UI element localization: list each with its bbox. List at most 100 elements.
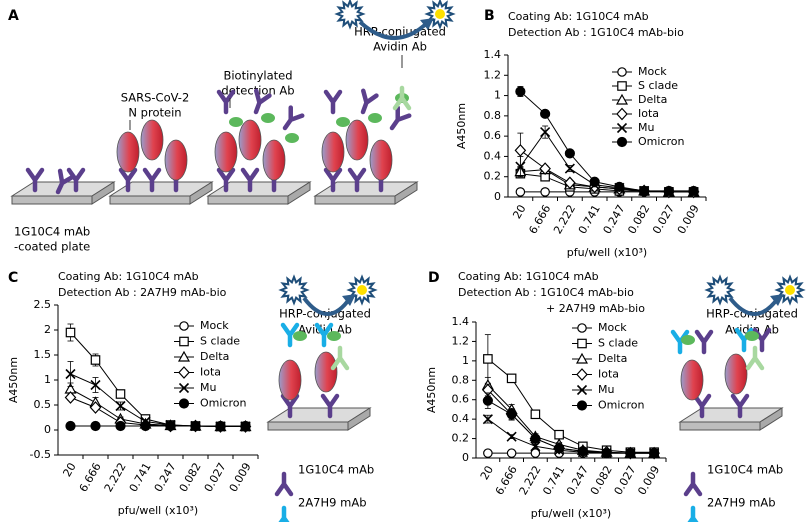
antibody xyxy=(694,329,714,355)
antibody xyxy=(745,345,765,371)
data-point xyxy=(215,420,226,432)
hrp-core xyxy=(289,285,299,295)
data-point xyxy=(564,163,575,174)
biotin xyxy=(336,117,350,127)
hrp-core xyxy=(345,9,355,19)
y-tick-label: 1.4 xyxy=(484,48,502,61)
antibody xyxy=(360,88,379,115)
legend-label: S clade xyxy=(638,79,678,92)
diagram-label: Avidin Ab xyxy=(373,40,427,54)
antibody xyxy=(274,471,294,497)
panel-label: A xyxy=(8,8,19,24)
antibody xyxy=(55,168,76,195)
antibody xyxy=(330,345,350,371)
marker-shape xyxy=(65,327,76,338)
y-tick-label: 0.2 xyxy=(452,432,470,445)
marker-shape xyxy=(616,136,628,148)
antibody xyxy=(66,167,86,193)
marker-shape xyxy=(688,185,699,197)
marker-shape xyxy=(178,382,190,394)
data-point xyxy=(115,400,126,412)
data-point xyxy=(506,448,517,458)
antibody xyxy=(282,105,305,131)
marker-shape xyxy=(539,162,551,175)
marker-shape xyxy=(577,338,587,349)
marker-shape xyxy=(90,420,101,432)
hrp-core xyxy=(357,285,367,295)
marker-shape xyxy=(617,81,627,91)
legend-label: 1G10C4 mAb xyxy=(298,463,374,477)
n-protein xyxy=(321,131,345,173)
y-tick-label: 1 xyxy=(494,89,501,102)
legend-label: Mock xyxy=(638,65,667,78)
data-point xyxy=(589,176,600,187)
antibody xyxy=(216,89,236,115)
y-tick-label: 0 xyxy=(494,190,501,203)
marker-shape xyxy=(514,143,527,157)
legend-label: Delta xyxy=(638,93,667,106)
y-tick-label: 1.4 xyxy=(452,315,470,328)
data-point xyxy=(515,161,526,172)
n-protein xyxy=(238,119,262,161)
antibody xyxy=(25,167,45,193)
arrow-head xyxy=(420,18,434,30)
data-point xyxy=(483,448,493,458)
y-tick-label: 0.4 xyxy=(484,149,502,162)
marker-shape xyxy=(576,384,588,396)
legend-label: Delta xyxy=(200,350,229,363)
marker-shape xyxy=(614,181,625,192)
plate-side xyxy=(287,181,311,205)
n-protein xyxy=(214,131,238,173)
x-axis-label: pfu/well (x10³) xyxy=(531,507,611,520)
data-point xyxy=(530,409,541,420)
data-point xyxy=(554,429,564,440)
biotin xyxy=(293,331,307,341)
arrow-head xyxy=(342,294,356,306)
y-axis-label: A450nm xyxy=(425,367,438,413)
marker-shape xyxy=(64,391,77,404)
panel-label: C xyxy=(8,270,18,286)
marker-shape xyxy=(515,86,526,97)
legend-label: Delta xyxy=(598,352,627,365)
marker-shape xyxy=(540,187,550,197)
marker-shape xyxy=(483,448,493,458)
data-point xyxy=(554,443,565,454)
x-tick-label: 20 xyxy=(60,461,78,480)
panel-label: D xyxy=(428,270,440,286)
antibody xyxy=(118,167,138,193)
n-protein xyxy=(140,119,164,161)
marker-shape xyxy=(65,420,76,432)
marker-shape xyxy=(564,148,575,159)
legend-label: S clade xyxy=(598,337,638,350)
data-point xyxy=(506,373,517,384)
legend-marker xyxy=(575,352,589,364)
data-point xyxy=(540,187,550,197)
plate-front xyxy=(314,195,396,205)
y-tick-label: 0.8 xyxy=(452,373,470,386)
data-point xyxy=(90,420,101,432)
diagram-label: Biotinylated xyxy=(223,69,292,83)
annotation: + 2A7H9 mAb-bio xyxy=(546,302,645,315)
marker-shape xyxy=(639,185,650,197)
diagram-label: N protein xyxy=(128,106,181,120)
marker-shape xyxy=(177,350,191,362)
data-point xyxy=(65,327,76,338)
y-axis-label: A450nm xyxy=(7,357,20,403)
marker-shape xyxy=(649,448,660,459)
marker-shape xyxy=(483,354,493,364)
n-protein xyxy=(262,139,286,181)
reaction-arrow xyxy=(302,296,352,316)
y-tick-label: 0.2 xyxy=(484,170,502,183)
antibody xyxy=(142,167,162,193)
annotation: Detection Ab : 2A7H9 mAb-bio xyxy=(58,286,227,299)
legend-label: Iota xyxy=(598,368,619,381)
biotin xyxy=(261,113,275,123)
legend-marker xyxy=(576,400,588,411)
marker-shape xyxy=(615,93,629,105)
data-point xyxy=(515,86,526,97)
biotin xyxy=(745,331,759,341)
reaction-arrow xyxy=(728,296,780,316)
hrp-core xyxy=(435,9,445,19)
y-tick-label: 0 xyxy=(462,451,469,464)
